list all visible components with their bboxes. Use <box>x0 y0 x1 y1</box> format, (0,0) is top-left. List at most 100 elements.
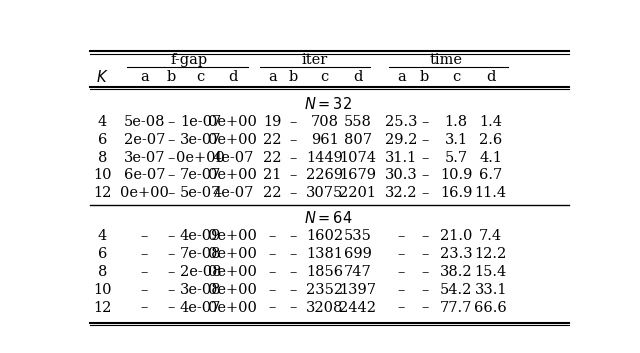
Text: –: – <box>289 247 297 261</box>
Text: 2201: 2201 <box>339 186 376 200</box>
Text: 807: 807 <box>344 133 372 147</box>
Text: 1397: 1397 <box>339 283 376 297</box>
Text: 22: 22 <box>263 151 282 164</box>
Text: –: – <box>167 283 175 297</box>
Text: 5.7: 5.7 <box>444 151 468 164</box>
Text: –: – <box>141 247 148 261</box>
Text: b: b <box>420 70 429 84</box>
Text: 8: 8 <box>98 151 107 164</box>
Text: 30.3: 30.3 <box>385 168 418 183</box>
Text: 2269: 2269 <box>306 168 343 183</box>
Text: 3e-08: 3e-08 <box>180 283 221 297</box>
Text: 4: 4 <box>98 229 107 243</box>
Text: –: – <box>167 133 175 147</box>
Text: 6: 6 <box>98 247 107 261</box>
Text: 747: 747 <box>344 265 372 279</box>
Text: –: – <box>167 151 175 164</box>
Text: 1381: 1381 <box>306 247 343 261</box>
Text: 4.1: 4.1 <box>479 151 502 164</box>
Text: –: – <box>289 168 297 183</box>
Text: d: d <box>228 70 237 84</box>
Text: 4e-07: 4e-07 <box>212 151 253 164</box>
Text: 0e+00: 0e+00 <box>209 133 257 147</box>
Text: –: – <box>289 265 297 279</box>
Text: –: – <box>289 283 297 297</box>
Text: –: – <box>421 265 428 279</box>
Text: 23.3: 23.3 <box>440 247 472 261</box>
Text: –: – <box>421 283 428 297</box>
Text: 4: 4 <box>98 115 107 129</box>
Text: 0e+00: 0e+00 <box>176 151 225 164</box>
Text: 1679: 1679 <box>339 168 376 183</box>
Text: 1e-07: 1e-07 <box>180 115 221 129</box>
Text: –: – <box>421 247 428 261</box>
Text: 3075: 3075 <box>306 186 343 200</box>
Text: 33.1: 33.1 <box>474 283 507 297</box>
Text: 19: 19 <box>263 115 282 129</box>
Text: d: d <box>353 70 362 84</box>
Text: 961: 961 <box>310 133 339 147</box>
Text: 2442: 2442 <box>339 300 376 315</box>
Text: 31.1: 31.1 <box>385 151 417 164</box>
Text: 2352: 2352 <box>306 283 343 297</box>
Text: –: – <box>421 186 428 200</box>
Text: –: – <box>269 247 276 261</box>
Text: –: – <box>141 283 148 297</box>
Text: –: – <box>269 283 276 297</box>
Text: 12: 12 <box>93 186 111 200</box>
Text: –: – <box>141 300 148 315</box>
Text: 4e-09: 4e-09 <box>180 229 221 243</box>
Text: 0e+00: 0e+00 <box>209 265 257 279</box>
Text: –: – <box>167 186 175 200</box>
Text: 558: 558 <box>344 115 372 129</box>
Text: –: – <box>269 300 276 315</box>
Text: –: – <box>289 229 297 243</box>
Text: 3208: 3208 <box>306 300 343 315</box>
Text: –: – <box>289 151 297 164</box>
Text: 1074: 1074 <box>339 151 376 164</box>
Text: –: – <box>397 229 405 243</box>
Text: –: – <box>141 265 148 279</box>
Text: 0e+00: 0e+00 <box>209 283 257 297</box>
Text: c: c <box>321 70 329 84</box>
Text: 6: 6 <box>98 133 107 147</box>
Text: –: – <box>141 229 148 243</box>
Text: time: time <box>429 53 463 67</box>
Text: a: a <box>268 70 277 84</box>
Text: 699: 699 <box>344 247 372 261</box>
Text: 1.8: 1.8 <box>444 115 468 129</box>
Text: 0e+00: 0e+00 <box>209 168 257 183</box>
Text: a: a <box>140 70 149 84</box>
Text: –: – <box>289 300 297 315</box>
Text: 22: 22 <box>263 186 282 200</box>
Text: 32.2: 32.2 <box>385 186 418 200</box>
Text: a: a <box>397 70 406 84</box>
Text: –: – <box>167 229 175 243</box>
Text: 3e-07: 3e-07 <box>124 151 165 164</box>
Text: –: – <box>397 247 405 261</box>
Text: 0e+00: 0e+00 <box>209 300 257 315</box>
Text: 5e-08: 5e-08 <box>124 115 165 129</box>
Text: 21.0: 21.0 <box>440 229 472 243</box>
Text: 7e-08: 7e-08 <box>180 247 221 261</box>
Text: 12.2: 12.2 <box>475 247 507 261</box>
Text: 4e-07: 4e-07 <box>180 300 221 315</box>
Text: f-gap: f-gap <box>170 53 207 67</box>
Text: –: – <box>397 300 405 315</box>
Text: –: – <box>289 186 297 200</box>
Text: –: – <box>421 115 428 129</box>
Text: –: – <box>289 133 297 147</box>
Text: 3e-07: 3e-07 <box>180 133 221 147</box>
Text: 7.4: 7.4 <box>479 229 502 243</box>
Text: –: – <box>397 283 405 297</box>
Text: 10.9: 10.9 <box>440 168 472 183</box>
Text: –: – <box>167 247 175 261</box>
Text: 21: 21 <box>263 168 282 183</box>
Text: $K$: $K$ <box>96 69 109 85</box>
Text: 22: 22 <box>263 133 282 147</box>
Text: 1449: 1449 <box>306 151 343 164</box>
Text: 0e+00: 0e+00 <box>209 229 257 243</box>
Text: c: c <box>196 70 205 84</box>
Text: 535: 535 <box>344 229 372 243</box>
Text: 1856: 1856 <box>306 265 343 279</box>
